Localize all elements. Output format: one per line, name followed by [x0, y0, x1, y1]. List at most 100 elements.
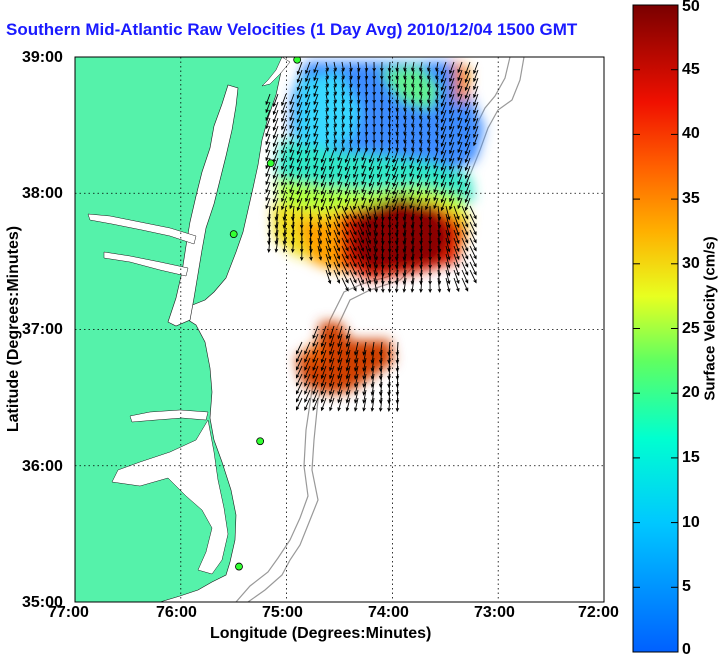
- velocity-arrow: [305, 77, 311, 91]
- velocity-arrow: [295, 397, 303, 411]
- velocity-arrow: [445, 269, 451, 285]
- velocity-arrow: [341, 93, 345, 104]
- velocity-arrow: [457, 181, 463, 194]
- velocity-arrow: [305, 189, 311, 203]
- velocity-arrow: [296, 125, 303, 140]
- radar-site-marker: [235, 562, 243, 571]
- velocity-arrow: [427, 125, 431, 136]
- velocity-arrow: [457, 173, 463, 186]
- velocity-arrow: [289, 197, 295, 210]
- velocity-arrow: [385, 157, 391, 170]
- velocity-arrow: [373, 221, 378, 237]
- velocity-arrow: [349, 221, 357, 236]
- velocity-arrow: [445, 253, 451, 269]
- velocity-arrow: [320, 165, 327, 180]
- velocity-arrow: [320, 197, 327, 212]
- velocity-arrow: [289, 173, 295, 186]
- velocity-arrow: [313, 77, 319, 90]
- velocity-arrow: [416, 181, 423, 196]
- velocity-arrow: [411, 109, 415, 120]
- velocity-arrow: [337, 349, 343, 364]
- colorbar-tick-label: 30: [682, 254, 700, 272]
- velocity-arrow: [349, 77, 353, 88]
- velocity-arrow: [333, 109, 338, 120]
- velocity-arrow: [418, 109, 423, 120]
- velocity-arrow: [464, 117, 471, 132]
- velocity-arrow: [357, 229, 365, 244]
- colorbar-tick-label: 50: [682, 0, 700, 15]
- velocity-arrow: [440, 125, 447, 140]
- velocity-arrow: [464, 189, 471, 204]
- velocity-arrow: [345, 349, 351, 364]
- velocity-arrow: [418, 61, 423, 72]
- velocity-arrow: [289, 165, 295, 178]
- velocity-arrow: [395, 349, 400, 365]
- velocity-arrow: [272, 101, 279, 116]
- velocity-arrow: [401, 181, 407, 195]
- radar-site-marker: [293, 57, 302, 64]
- velocity-arrow: [440, 109, 447, 124]
- velocity-arrow: [333, 125, 338, 136]
- colorbar-tick-label: 35: [682, 190, 700, 208]
- velocity-arrow: [373, 229, 378, 245]
- velocity-arrow: [403, 141, 407, 152]
- velocity-arrow: [320, 389, 327, 404]
- velocity-arrow: [449, 173, 455, 187]
- velocity-arrow: [392, 173, 399, 188]
- velocity-arrow: [425, 165, 431, 179]
- velocity-arrow: [440, 117, 447, 132]
- velocity-arrow: [435, 77, 439, 88]
- velocity-arrow: [401, 197, 407, 211]
- velocity-arrow: [356, 101, 361, 112]
- velocity-arrow: [329, 397, 335, 412]
- velocity-arrow: [469, 205, 477, 220]
- velocity-arrow: [337, 173, 343, 186]
- velocity-arrow: [345, 357, 351, 372]
- velocity-arrow: [305, 173, 311, 187]
- velocity-arrow: [395, 93, 399, 104]
- velocity-arrow: [365, 277, 372, 293]
- velocity-arrow: [337, 165, 343, 178]
- velocity-arrow: [449, 101, 455, 115]
- velocity-arrow: [356, 125, 361, 136]
- velocity-arrow: [325, 101, 330, 112]
- velocity-arrow: [313, 149, 319, 162]
- velocity-arrow: [313, 69, 319, 82]
- velocity-arrow: [378, 397, 383, 412]
- velocity-arrow: [341, 61, 345, 72]
- colorbar-label: Surface Velocity (cm/s): [701, 236, 719, 401]
- velocity-arrow: [449, 69, 455, 83]
- velocity-arrow: [411, 93, 415, 104]
- colorbar-tick-label: 40: [682, 125, 700, 143]
- velocity-arrow: [353, 189, 359, 203]
- velocity-arrow: [337, 381, 343, 396]
- velocity-arrow: [305, 133, 311, 147]
- velocity-arrow: [395, 389, 400, 405]
- velocity-arrow: [341, 117, 345, 128]
- colorbar-tick-label: 15: [682, 448, 700, 466]
- velocity-arrow: [419, 277, 423, 293]
- velocity-arrow: [449, 117, 455, 131]
- velocity-arrow: [304, 373, 311, 387]
- velocity-arrow: [344, 181, 351, 196]
- velocity-arrow: [395, 77, 399, 88]
- velocity-arrow: [295, 381, 303, 395]
- velocity-arrow: [341, 253, 349, 268]
- velocity-arrow: [304, 381, 311, 395]
- velocity-arrow: [411, 125, 415, 136]
- velocity-arrow: [312, 333, 319, 348]
- velocity-arrow: [356, 109, 361, 120]
- velocity-arrow: [305, 69, 311, 83]
- colorbar-tick-label: 25: [682, 319, 700, 337]
- velocity-arrow: [337, 373, 343, 388]
- velocity-arrow: [435, 93, 439, 104]
- velocity-arrow: [427, 93, 431, 104]
- velocity-arrow: [349, 85, 353, 96]
- velocity-arrow: [464, 93, 471, 108]
- velocity-arrow: [341, 213, 349, 228]
- velocity-arrow: [357, 213, 365, 228]
- velocity-arrow: [416, 173, 423, 188]
- velocity-arrow: [469, 213, 477, 228]
- velocity-arrow: [411, 77, 415, 88]
- velocity-arrow: [464, 85, 471, 100]
